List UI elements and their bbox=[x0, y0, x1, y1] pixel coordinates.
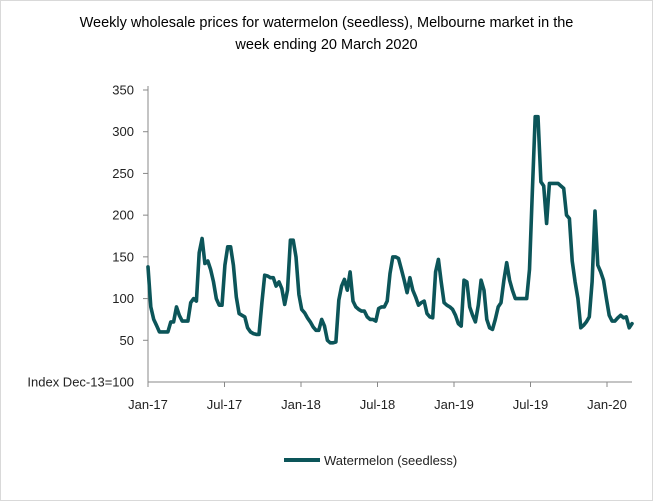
y-axis-label: Index Dec-13=100 bbox=[27, 375, 134, 390]
x-tick-label: Jul-17 bbox=[207, 397, 242, 412]
y-tick-label: 300 bbox=[112, 124, 134, 139]
x-tick-label: Jan-19 bbox=[434, 397, 474, 412]
y-tick-label: 100 bbox=[112, 291, 134, 306]
chart-title-text: Weekly wholesale prices for watermelon (… bbox=[79, 15, 574, 53]
y-tick-label: 350 bbox=[112, 83, 134, 98]
x-tick-label: Jan-18 bbox=[281, 397, 321, 412]
x-tick-label: Jul-19 bbox=[513, 397, 548, 412]
legend-swatch bbox=[284, 458, 320, 462]
legend-label: Watermelon (seedless) bbox=[324, 452, 458, 468]
y-axis-ticks: 50 100 150 200 250 300 350 Index Dec-13=100 bbox=[27, 83, 148, 390]
series-line-watermelon bbox=[146, 114, 634, 345]
y-tick-label: 150 bbox=[112, 249, 134, 264]
y-tick-label: 200 bbox=[112, 208, 134, 223]
x-tick-label: Jul-18 bbox=[360, 397, 395, 412]
x-axis-ticks: Jan-17 Jul-17 Jan-18 Jul-18 Jan-19 Jul-19 Jan-… bbox=[128, 382, 627, 412]
y-tick-label: 250 bbox=[112, 166, 134, 181]
chart-title: Weekly wholesale prices for watermelon (… bbox=[0, 12, 653, 56]
axes bbox=[147, 86, 632, 383]
x-tick-label: Jan-20 bbox=[587, 397, 627, 412]
x-tick-label: Jan-17 bbox=[128, 397, 168, 412]
series-group bbox=[146, 114, 634, 345]
legend: Watermelon (seedless) bbox=[284, 451, 457, 469]
y-tick-label: 50 bbox=[120, 333, 134, 348]
